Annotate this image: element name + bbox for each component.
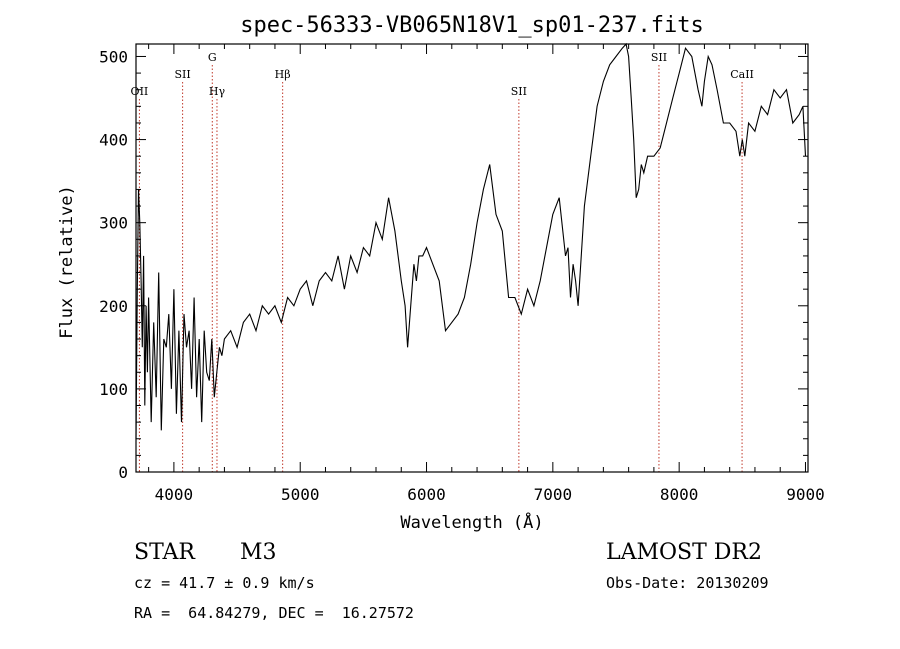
x-axis-label: Wavelength (Å) [400, 511, 543, 533]
y-tick-label: 100 [99, 380, 128, 399]
y-tick-label: 0 [118, 463, 128, 482]
observation-date: Obs-Date: 20130209 [606, 574, 769, 592]
redshift-cz: cz = 41.7 ± 0.9 km/s [134, 574, 315, 592]
spectral-line-markers: OII SII G Hγ Hβ SII SII CaII [131, 51, 754, 472]
spectrum-series-line [135, 42, 807, 439]
y-tick-label: 500 [99, 47, 128, 66]
y-tick-label: 200 [99, 297, 128, 316]
x-tick-label: 9000 [786, 485, 825, 504]
x-tick-label: 5000 [281, 485, 320, 504]
spectral-line-label: Hβ [275, 68, 291, 81]
spectral-line-label: G [208, 51, 217, 64]
chart-title: spec-56333-VB065N18V1_sp01-237.fits [240, 13, 704, 38]
ra-dec-coordinates: RA = 64.84279, DEC = 16.27572 [134, 604, 414, 622]
y-tick-label: 400 [99, 131, 128, 150]
spectral-line-label: SII [651, 51, 667, 64]
plot-frame [135, 43, 809, 473]
spectral-line-label: SII [174, 68, 190, 81]
y-axis-label: Flux (relative) [57, 185, 77, 339]
x-tick-label: 6000 [407, 485, 446, 504]
object-subclass: M3 [240, 540, 277, 565]
spectral-line-label: OII [131, 85, 149, 98]
spectral-line-label: Hγ [209, 85, 226, 98]
spectral-line-label: CaII [730, 68, 754, 81]
spectral-line-label: SII [511, 85, 527, 98]
y-axis-ticks: 0 100 200 300 400 500 [99, 47, 808, 482]
object-class: STAR [134, 540, 195, 565]
x-tick-label: 4000 [155, 485, 194, 504]
survey-release: LAMOST DR2 [606, 540, 762, 565]
y-tick-label: 300 [99, 214, 128, 233]
x-tick-label: 8000 [660, 485, 699, 504]
x-axis-ticks: 4000 5000 6000 7000 8000 9000 [148, 44, 825, 504]
x-tick-label: 7000 [534, 485, 573, 504]
